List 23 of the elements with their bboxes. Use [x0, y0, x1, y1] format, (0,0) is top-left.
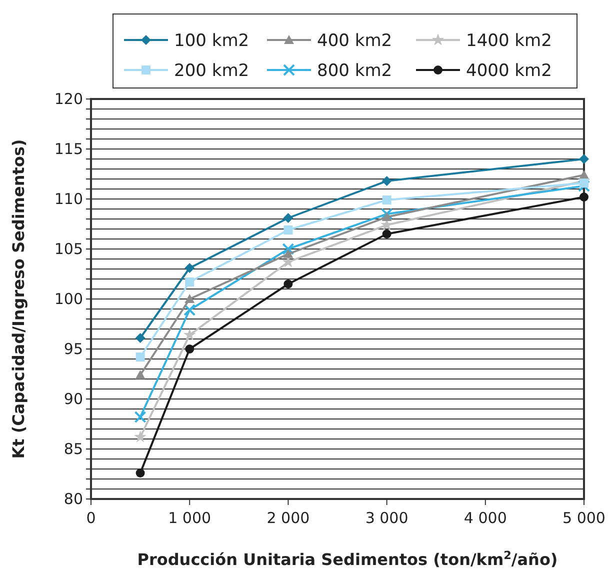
x-tick-label: 2 000	[266, 509, 310, 527]
x-axis-title: Producción Unitaria Sedimentos (ton/km$^{2}$/año)	[137, 548, 558, 569]
y-tick-label: 95	[64, 340, 83, 358]
legend-label: 200 km2	[174, 61, 250, 81]
legend-label: 400 km2	[317, 31, 392, 51]
legend-label: 1400 km2	[466, 31, 552, 51]
y-tick-label: 80	[64, 490, 83, 508]
x-tick-label: 4 000	[464, 509, 507, 527]
x-tick-label: 1 000	[168, 509, 212, 527]
y-tick-label: 105	[54, 240, 83, 258]
y-tick-label: 100	[54, 290, 83, 308]
x-tick-label: 3 000	[365, 509, 408, 527]
y-tick-label: 120	[54, 90, 83, 108]
legend-label: 800 km2	[317, 61, 392, 81]
x-tick-label: 5 000	[562, 509, 606, 527]
legend-label: 100 km2	[174, 31, 250, 51]
y-axis-title: Kt (Capacidad/Ingreso Sedimentos)	[9, 139, 28, 459]
x-tick-label: 0	[86, 509, 96, 527]
legend-label: 4000 km2	[466, 61, 552, 81]
y-tick-label: 115	[54, 140, 83, 158]
y-tick-label: 85	[64, 440, 83, 458]
y-tick-label: 110	[54, 190, 83, 208]
y-tick-label: 90	[64, 390, 83, 408]
